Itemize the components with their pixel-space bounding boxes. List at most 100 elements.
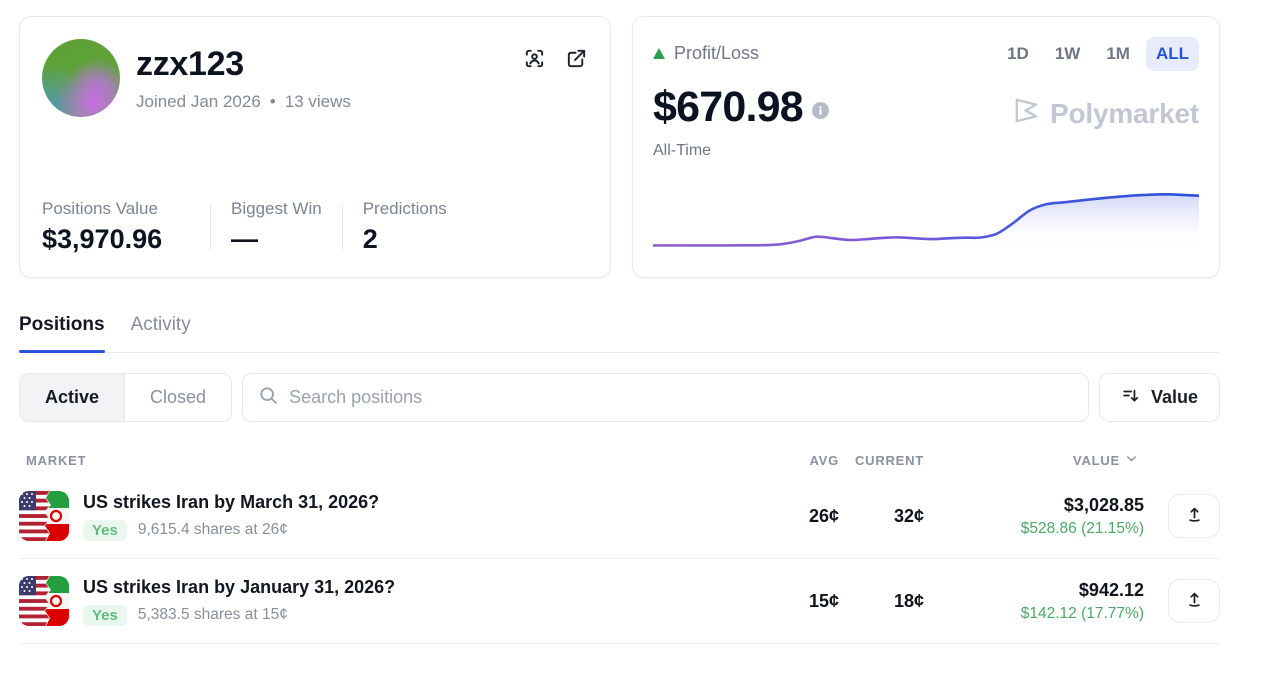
- market-info: US strikes Iran by January 31, 2026? Yes…: [83, 577, 395, 626]
- search-icon: [258, 385, 278, 410]
- sort-by-value-button[interactable]: Value: [1098, 373, 1220, 422]
- stat-label: Biggest Win: [231, 199, 322, 218]
- action-cell: [1144, 579, 1220, 623]
- market-subrow: Yes 5,383.5 shares at 15¢: [83, 604, 395, 626]
- positions-table: MARKET AVG CURRENT VALUE: [19, 422, 1220, 644]
- polymarket-watermark: Polymarket: [1010, 95, 1199, 133]
- market-image-us-iran-flags: [19, 576, 69, 626]
- profile-actions: [523, 39, 588, 73]
- range-selector: 1D 1W 1M ALL: [997, 37, 1199, 71]
- market-image-us-iran-flags: [19, 491, 69, 541]
- stat-positions-value: Positions Value $3,970.96: [42, 199, 190, 255]
- range-all[interactable]: ALL: [1145, 37, 1199, 71]
- pnl-amount: $670.98: [653, 83, 804, 131]
- market-subrow: Yes 9,615.4 shares at 26¢: [83, 519, 379, 541]
- stat-value: 2: [362, 224, 378, 254]
- triangle-up-icon: [653, 43, 665, 64]
- status-segmented-control: Active Closed: [19, 373, 233, 422]
- tab-positions[interactable]: Positions: [19, 314, 105, 353]
- views-count: 13 views: [284, 92, 351, 111]
- market-info: US strikes Iran by March 31, 2026? Yes 9…: [83, 492, 379, 541]
- page: zzx123 Joined Jan 2026 • 13 views: [19, 16, 1220, 644]
- current-price: 18¢: [893, 590, 924, 611]
- top-row: zzx123 Joined Jan 2026 • 13 views: [19, 16, 1220, 278]
- pnl-card: Profit/Loss 1D 1W 1M ALL $670.98 All-Tim…: [632, 16, 1220, 278]
- header-avg: AVG: [809, 452, 839, 468]
- chart-line: [653, 192, 1199, 247]
- position-value: $3,028.85: [1063, 494, 1144, 515]
- pnl-header: Profit/Loss 1D 1W 1M ALL: [653, 37, 1199, 71]
- polymarket-wordmark: Polymarket: [1050, 98, 1199, 129]
- tab-bar: Positions Activity: [19, 314, 1220, 353]
- profile-header: zzx123 Joined Jan 2026 • 13 views: [42, 39, 588, 117]
- header-value[interactable]: VALUE: [944, 452, 1144, 468]
- table-row[interactable]: US strikes Iran by March 31, 2026? Yes 9…: [19, 474, 1220, 559]
- pnl-amount-row: $670.98: [653, 83, 1199, 132]
- sort-descending-icon: [1121, 386, 1140, 410]
- shares-text: 5,383.5 shares at 15¢: [137, 606, 288, 623]
- market-title[interactable]: US strikes Iran by March 31, 2026?: [83, 491, 380, 512]
- share-upload-icon: [1185, 590, 1204, 612]
- external-link-icon: [565, 47, 588, 73]
- current-price: 32¢: [893, 505, 924, 526]
- stat-value: $3,970.96: [42, 224, 163, 254]
- table-row[interactable]: US strikes Iran by January 31, 2026? Yes…: [19, 559, 1220, 644]
- profile-meta: Joined Jan 2026 • 13 views: [136, 92, 351, 112]
- chart-area: [653, 194, 1199, 251]
- header-value-label: VALUE: [1073, 452, 1120, 468]
- position-gain: $528.86 (21.15%): [1020, 519, 1144, 537]
- position-value: $942.12: [1078, 579, 1144, 600]
- search-box: [242, 373, 1089, 422]
- profile-card: zzx123 Joined Jan 2026 • 13 views: [19, 16, 611, 278]
- username: zzx123: [136, 45, 244, 83]
- share-position-button[interactable]: [1168, 494, 1220, 538]
- pnl-chart: [653, 192, 1199, 251]
- segment-closed[interactable]: Closed: [125, 374, 232, 421]
- positions-controls: Active Closed Value: [19, 373, 1220, 422]
- range-1m[interactable]: 1M: [1096, 37, 1140, 71]
- position-gain: $142.12 (17.77%): [1020, 604, 1144, 622]
- avg-price: 15¢: [808, 590, 839, 611]
- value-cell: $3,028.85 $528.86 (21.15%): [944, 495, 1144, 538]
- open-external-button[interactable]: [565, 47, 588, 73]
- value-cell: $942.12 $142.12 (17.77%): [944, 580, 1144, 623]
- pnl-label-row: Profit/Loss: [653, 37, 759, 64]
- market-title[interactable]: US strikes Iran by January 31, 2026?: [83, 576, 396, 597]
- scan-person-icon: [523, 47, 546, 73]
- table-header: MARKET AVG CURRENT VALUE: [19, 422, 1220, 474]
- sort-button-label: Value: [1150, 387, 1198, 407]
- meta-separator: •: [269, 92, 276, 111]
- search-input[interactable]: [289, 387, 1073, 408]
- shares-text: 9,615.4 shares at 26¢: [137, 521, 288, 538]
- share-upload-icon: [1185, 505, 1204, 527]
- polymarket-logo-icon: [1010, 95, 1041, 133]
- joined-date: Joined Jan 2026: [136, 92, 261, 111]
- avg-price: 26¢: [808, 505, 839, 526]
- avatar: [42, 39, 120, 117]
- stat-value: —: [231, 224, 258, 254]
- chevron-down-icon: [1125, 452, 1138, 468]
- stat-biggest-win: Biggest Win —: [231, 199, 322, 255]
- stat-label: Predictions: [362, 199, 447, 218]
- profile-identity: zzx123 Joined Jan 2026 • 13 views: [136, 39, 351, 112]
- header-current: CURRENT: [854, 452, 924, 468]
- range-1d[interactable]: 1D: [997, 37, 1039, 71]
- pnl-period: All-Time: [653, 142, 712, 159]
- segment-active[interactable]: Active: [20, 374, 126, 421]
- market-cell: US strikes Iran by January 31, 2026? Yes…: [19, 576, 749, 626]
- share-position-button[interactable]: [1168, 579, 1220, 623]
- outcome-badge: Yes: [83, 604, 127, 626]
- market-cell: US strikes Iran by March 31, 2026? Yes 9…: [19, 491, 749, 541]
- tab-activity[interactable]: Activity: [130, 314, 191, 335]
- header-market: MARKET: [26, 452, 87, 468]
- range-1w[interactable]: 1W: [1045, 37, 1091, 71]
- stat-divider: [210, 204, 211, 250]
- scan-profile-button[interactable]: [523, 47, 546, 73]
- pnl-label: Profit/Loss: [674, 43, 760, 63]
- stat-predictions: Predictions 2: [363, 199, 447, 255]
- stat-divider: [341, 204, 343, 250]
- outcome-badge: Yes: [83, 519, 127, 541]
- profile-stats: Positions Value $3,970.96 Biggest Win — …: [42, 199, 588, 255]
- info-icon[interactable]: [811, 102, 829, 119]
- stat-label: Positions Value: [42, 199, 158, 218]
